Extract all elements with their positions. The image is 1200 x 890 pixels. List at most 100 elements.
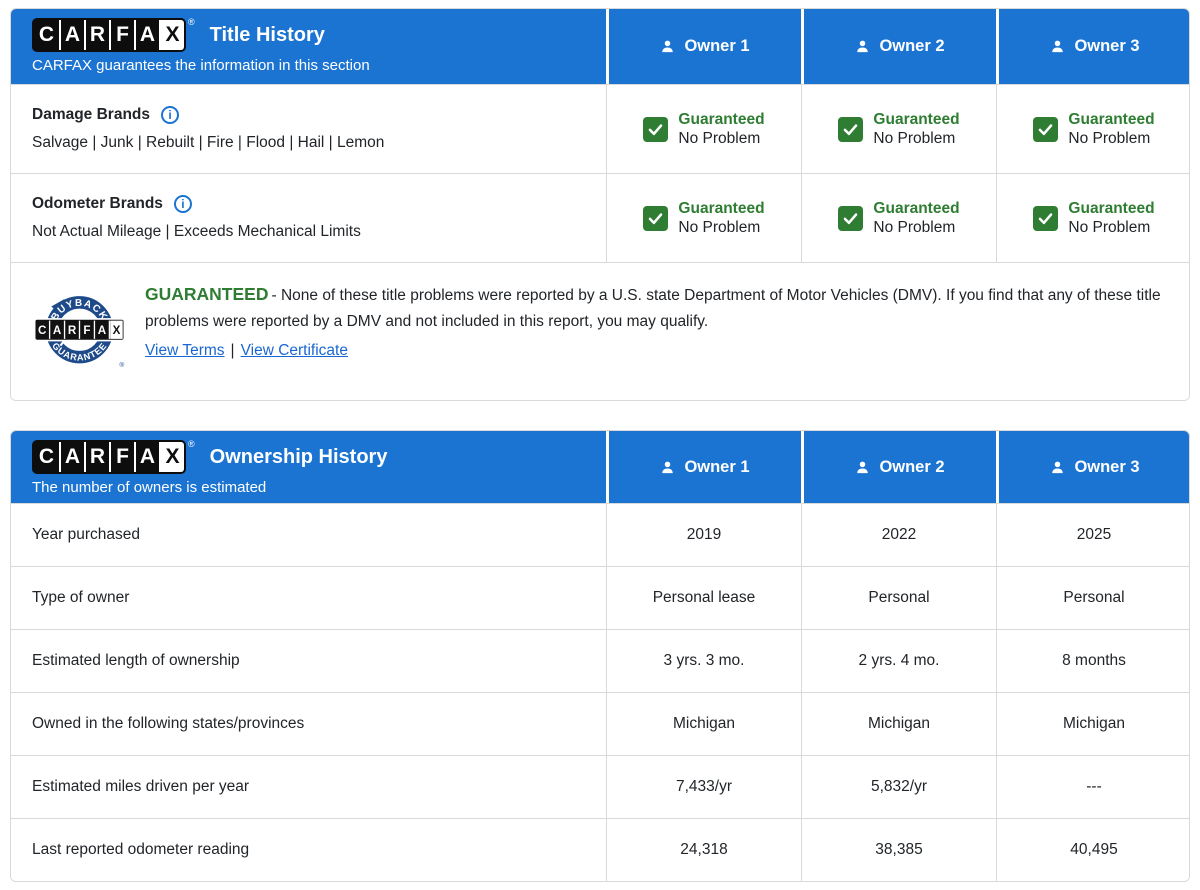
owner-3-value: Michigan <box>996 693 1189 755</box>
status-line-2: No Problem <box>678 219 761 236</box>
row-detail: Not Actual Mileage | Exceeds Mechanical … <box>32 223 361 240</box>
table-row-miles-per-year: Estimated miles driven per year 7,433/yr… <box>11 755 1189 818</box>
person-icon <box>662 461 674 473</box>
logo-letter-x: X <box>159 442 184 472</box>
owner-3-value: 8 months <box>996 630 1189 692</box>
badge-registered-mark: ® <box>119 361 124 369</box>
carfax-logo: C A R F A X <box>32 440 186 474</box>
owner-2-value: 2022 <box>801 504 996 566</box>
person-icon <box>857 461 869 473</box>
table-row-length-of-ownership: Estimated length of ownership 3 yrs. 3 m… <box>11 629 1189 692</box>
owner-2-column-header: Owner 2 <box>801 431 996 503</box>
owner-2-value: Personal <box>801 567 996 629</box>
check-icon <box>1033 205 1059 231</box>
row-label: Damage Brands <box>32 106 151 123</box>
logo-letter: F <box>109 20 134 50</box>
row-label: Odometer Brands <box>32 195 163 212</box>
logo-letter: A <box>134 442 159 472</box>
owner-1-column-header: Owner 1 <box>606 9 801 84</box>
badge-logo-letter: C <box>38 324 47 337</box>
logo-letter: R <box>84 20 109 50</box>
row-label: Owned in the following states/provinces <box>32 715 305 732</box>
damage-owner-2-status-cell: Guaranteed No Problem <box>801 85 996 173</box>
section-title: Ownership History <box>209 446 388 468</box>
owner-1-column-header: Owner 1 <box>606 431 801 503</box>
person-icon <box>1052 40 1064 53</box>
badge-logo-letter: A <box>53 324 62 337</box>
title-history-header-row: C A R F A X ® Title History CARFAX guara… <box>11 9 1189 84</box>
odometer-owner-1-status-cell: Guaranteed No Problem <box>606 174 801 262</box>
logo-letter-x: X <box>159 20 184 50</box>
badge-logo-letter-x: X <box>113 324 121 337</box>
person-icon <box>662 40 674 53</box>
owner-3-value: --- <box>996 756 1189 818</box>
view-certificate-link[interactable]: View Certificate <box>240 342 348 360</box>
row-label: Year purchased <box>32 526 141 543</box>
check-icon <box>838 205 864 231</box>
owner-3-value: Personal <box>996 567 1189 629</box>
registered-mark: ® <box>188 439 195 449</box>
owner-1-value: Personal lease <box>606 567 801 629</box>
owner-header-label: Owner 2 <box>879 37 945 55</box>
info-icon[interactable]: i <box>161 106 180 124</box>
title-history-table: C A R F A X ® Title History CARFAX guara… <box>10 8 1190 401</box>
table-row-type-of-owner: Type of owner Personal lease Personal Pe… <box>11 566 1189 629</box>
row-detail: Salvage | Junk | Rebuilt | Fire | Flood … <box>32 134 385 151</box>
owner-2-value: 38,385 <box>801 819 996 881</box>
logo-letter: A <box>134 20 159 50</box>
logo-letter: F <box>109 442 134 472</box>
check-icon <box>643 205 669 231</box>
status-line-2: No Problem <box>678 130 761 147</box>
odometer-brands-label-cell: Odometer Brands i Not Actual Mileage | E… <box>11 174 606 262</box>
owner-header-label: Owner 1 <box>684 37 750 55</box>
status-line-1: Guaranteed <box>1068 110 1155 128</box>
buyback-guarantee-section: BUYBACK GUARANTEE C A R F A X <box>11 262 1189 400</box>
damage-owner-3-status-cell: Guaranteed No Problem <box>996 85 1189 173</box>
table-row-year-purchased: Year purchased 2019 2022 2025 <box>11 503 1189 566</box>
section-subtitle: The number of owners is estimated <box>32 479 267 496</box>
owner-2-value: 5,832/yr <box>801 756 996 818</box>
owner-1-value: 2019 <box>606 504 801 566</box>
status-line-1: Guaranteed <box>678 110 765 128</box>
status-line-2: No Problem <box>873 219 956 236</box>
damage-owner-1-status-cell: Guaranteed No Problem <box>606 85 801 173</box>
owner-header-label: Owner 3 <box>1074 37 1140 55</box>
table-row-damage-brands: Damage Brands i Salvage | Junk | Rebuilt… <box>11 84 1189 173</box>
check-icon <box>838 116 864 142</box>
status-line-1: Guaranteed <box>873 110 960 128</box>
logo-letter: A <box>59 20 84 50</box>
section-title: Title History <box>209 24 325 46</box>
carfax-logo: C A R F A X <box>32 18 186 52</box>
owner-1-value: 7,433/yr <box>606 756 801 818</box>
badge-logo-letter: R <box>68 324 77 337</box>
status-line-2: No Problem <box>873 130 956 147</box>
registered-mark: ® <box>188 17 195 27</box>
row-label: Estimated length of ownership <box>32 652 240 669</box>
owner-1-value: 24,318 <box>606 819 801 881</box>
row-label: Type of owner <box>32 589 130 606</box>
logo-letter: A <box>59 442 84 472</box>
logo-letter: R <box>84 442 109 472</box>
odometer-owner-3-status-cell: Guaranteed No Problem <box>996 174 1189 262</box>
check-icon <box>1033 116 1059 142</box>
owner-1-value: Michigan <box>606 693 801 755</box>
badge-logo-letter: F <box>83 324 90 337</box>
owner-header-label: Owner 1 <box>684 457 750 476</box>
status-line-2: No Problem <box>1068 219 1151 236</box>
status-line-1: Guaranteed <box>873 199 960 217</box>
owner-1-value: 3 yrs. 3 mo. <box>606 630 801 692</box>
owner-2-column-header: Owner 2 <box>801 9 996 84</box>
guarantee-heading: GUARANTEED <box>145 284 269 304</box>
ownership-history-table: C A R F A X ® Ownership History The numb… <box>10 430 1190 882</box>
view-terms-link[interactable]: View Terms <box>145 342 225 360</box>
owner-header-label: Owner 3 <box>1074 457 1140 476</box>
table-row-odometer-brands: Odometer Brands i Not Actual Mileage | E… <box>11 173 1189 262</box>
info-icon[interactable]: i <box>173 195 192 213</box>
carfax-brand-row: C A R F A X ® Title History <box>32 18 606 52</box>
section-subtitle: CARFAX guarantees the information in thi… <box>32 57 370 74</box>
owner-2-value: Michigan <box>801 693 996 755</box>
person-icon <box>857 40 869 53</box>
logo-letter: C <box>38 445 55 468</box>
table-row-last-odometer: Last reported odometer reading 24,318 38… <box>11 818 1189 881</box>
